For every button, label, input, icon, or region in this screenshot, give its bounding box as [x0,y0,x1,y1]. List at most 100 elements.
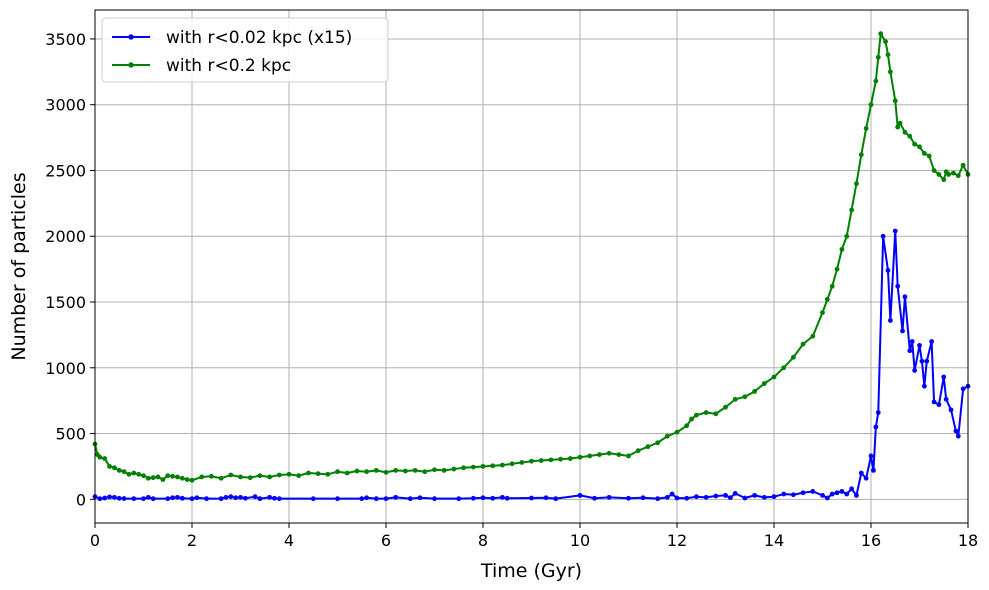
series-2-point [873,78,879,84]
series-1-point [383,496,389,502]
series-2-point [752,389,757,394]
series-2-point [500,462,505,468]
series-2-point [951,170,956,176]
series-2-point [558,456,563,462]
x-axis-label: Time (Gyr) [480,560,582,582]
series-2-point [136,471,142,477]
series-2-point [412,467,418,473]
series-2-point [732,396,738,402]
y-tick-label: 2000 [45,227,86,246]
series-2-point [689,416,694,422]
series-2-point [276,472,282,478]
y-tick-label: 3500 [45,30,86,49]
series-2-point [781,365,787,371]
series-2-point [107,464,112,469]
series-1-point [553,496,559,502]
series-1-point [873,424,879,430]
series-1-point [373,496,379,502]
series-1-point [310,496,316,502]
series-2-point [810,333,816,339]
series-1-point [577,492,583,498]
series-2-point [694,412,699,418]
x-tick-label: 10 [570,531,590,550]
series-1-point [116,495,122,501]
series-2-point [306,470,311,476]
series-1-point [175,494,180,500]
series-2-point [335,469,340,475]
series-1-point [257,496,263,502]
series-2-point [858,152,864,158]
series-1-point [902,294,908,300]
series-1-point [97,496,103,502]
series-2-point [703,410,709,415]
series-2-point [849,207,854,213]
series-1-point [165,496,171,502]
series-1-point [907,348,913,354]
series-2-point [160,477,166,482]
series-1-point [238,494,243,500]
x-tick-label: 12 [667,531,687,550]
series-2-point [218,475,224,481]
series-2-point [885,52,891,58]
series-1-point [810,489,816,494]
series-2-point [383,469,389,475]
series-2-point [912,141,918,147]
x-tick-label: 16 [861,531,881,550]
series-2-point [170,473,176,479]
series-2-point [820,310,825,315]
series-1-point [752,492,757,498]
series-2-point [175,474,180,480]
series-1-point [359,496,365,502]
series-1-point [112,494,117,500]
series-2-point [897,120,903,126]
series-2-point [888,69,893,75]
series-1-point [917,343,922,348]
series-2-point [403,468,408,474]
x-tick-label: 0 [90,531,100,550]
series-1-point [929,339,935,344]
series-2-point [883,39,888,44]
series-1-point [732,491,738,496]
series-1-point [335,496,340,502]
y-tick-label: 0 [76,490,86,509]
series-1-point [233,495,239,501]
series-2-point [121,469,127,475]
series-2-point [509,461,515,467]
series-2-point [296,473,302,479]
series-1-point [909,339,915,344]
series-2-point [824,296,830,302]
series-1-point [252,494,258,500]
series-2-point [344,470,350,476]
x-tick-label: 4 [284,531,294,550]
series-1-point [131,496,137,502]
series-2-point [519,460,525,465]
legend-label-series-2: with r<0.2 kpc [166,56,291,76]
series-1-point [900,328,905,334]
series-2-point [936,172,942,177]
series-2-point [931,168,937,173]
y-axis-label: Number of particles [8,172,30,360]
series-2-point [587,453,593,459]
series-2-point [771,374,777,380]
series-2-point [267,474,272,480]
series-1-point [960,386,966,392]
series-2-point [597,452,602,457]
series-1-point [141,496,146,502]
series-1-point [218,496,224,502]
series-1-point [480,495,486,501]
series-1 [92,228,971,502]
legend-box [101,17,389,83]
series-2-point [480,464,486,469]
series-2-point [800,341,806,347]
series-1-point [500,494,505,500]
series-1-point [834,490,840,496]
series-2-point [955,173,961,179]
series-1-point [820,492,825,498]
series-1-point [955,433,961,439]
series-2-point [616,452,622,457]
plot-frame [94,9,969,524]
series-2-point [863,125,869,131]
series-2-point [839,247,845,252]
series-1-point [921,383,927,389]
